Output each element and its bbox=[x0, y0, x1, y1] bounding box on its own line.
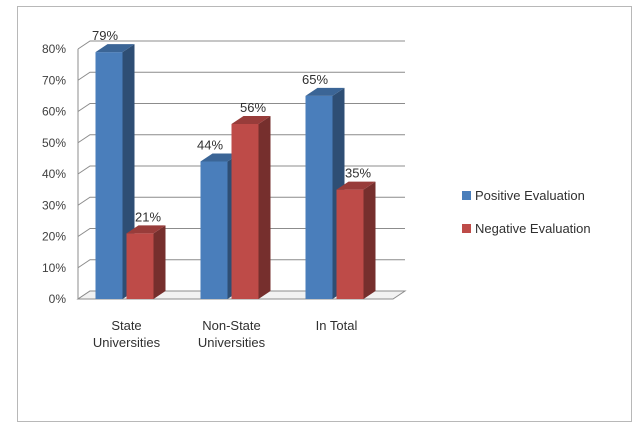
labels-layer: 0% 10% 20% 30% 40% 50% 60% 70% 80% 79% 21% State Uni… bbox=[42, 28, 371, 350]
y-tick-label: 0% bbox=[49, 292, 67, 306]
gridline bbox=[77, 40, 405, 50]
bars-layer bbox=[95, 44, 376, 299]
gridline bbox=[77, 196, 405, 206]
data-label: 44% bbox=[197, 138, 223, 153]
bar-front bbox=[95, 52, 123, 299]
category-label: Universities bbox=[93, 335, 161, 350]
data-label: 35% bbox=[345, 166, 371, 181]
gridline bbox=[77, 228, 405, 237]
gridline bbox=[77, 165, 405, 175]
legend-swatch bbox=[462, 224, 471, 233]
legend-swatch bbox=[462, 191, 471, 200]
bar-front bbox=[305, 95, 333, 299]
bar-side bbox=[363, 181, 376, 299]
legend: Positive Evaluation Negative Evaluation bbox=[462, 188, 591, 236]
category-label: Non-State bbox=[202, 318, 261, 333]
gridline bbox=[77, 103, 405, 112]
y-tick-label: 30% bbox=[42, 198, 66, 212]
legend-entry: Negative Evaluation bbox=[475, 221, 591, 236]
bar-top bbox=[95, 44, 135, 53]
bar-side bbox=[258, 116, 271, 299]
y-tick-label: 40% bbox=[42, 167, 66, 181]
bar-top bbox=[336, 181, 376, 190]
bar-front bbox=[336, 189, 364, 299]
data-label: 56% bbox=[240, 100, 266, 115]
bar-front bbox=[200, 161, 228, 299]
bar-top bbox=[200, 153, 240, 162]
bar-top bbox=[305, 87, 345, 96]
y-tick-label: 70% bbox=[42, 73, 66, 87]
y-tick-label: 20% bbox=[42, 230, 66, 244]
gridline bbox=[77, 71, 405, 81]
bar-top bbox=[126, 225, 166, 234]
category-label: State bbox=[111, 318, 141, 333]
gridline bbox=[77, 259, 405, 269]
y-tick-label: 60% bbox=[42, 105, 66, 119]
bar-side bbox=[153, 225, 166, 299]
y-tick-label: 80% bbox=[42, 42, 66, 56]
legend-entry: Positive Evaluation bbox=[475, 188, 585, 203]
category-label: In Total bbox=[316, 318, 358, 333]
data-label: 65% bbox=[302, 72, 328, 87]
bar-front bbox=[126, 233, 154, 299]
bar-front bbox=[231, 124, 259, 299]
data-label: 79% bbox=[92, 28, 118, 43]
gridline bbox=[77, 134, 405, 144]
y-tick-label: 50% bbox=[42, 136, 66, 150]
bar-top bbox=[231, 116, 271, 124]
data-label: 21% bbox=[135, 209, 161, 224]
category-label: Universities bbox=[198, 335, 266, 350]
y-tick-label: 10% bbox=[42, 261, 66, 275]
